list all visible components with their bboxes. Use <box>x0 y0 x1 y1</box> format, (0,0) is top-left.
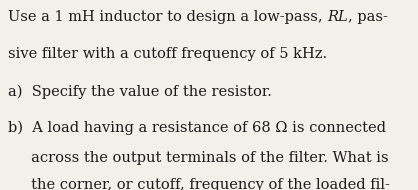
Text: across the output terminals of the filter. What is: across the output terminals of the filte… <box>8 151 388 165</box>
Text: sive filter with a cutoff frequency of 5 kHz.: sive filter with a cutoff frequency of 5… <box>8 47 326 61</box>
Text: , pas-: , pas- <box>347 10 387 25</box>
Text: b)  A load having a resistance of 68 Ω is connected: b) A load having a resistance of 68 Ω is… <box>8 121 385 135</box>
Text: RL: RL <box>327 10 347 25</box>
Text: the corner, or cutoff, frequency of the loaded fil-: the corner, or cutoff, frequency of the … <box>8 178 390 190</box>
Text: a)  Specify the value of the resistor.: a) Specify the value of the resistor. <box>8 85 271 99</box>
Text: Use a 1 mH inductor to design a low-pass,: Use a 1 mH inductor to design a low-pass… <box>8 10 327 25</box>
